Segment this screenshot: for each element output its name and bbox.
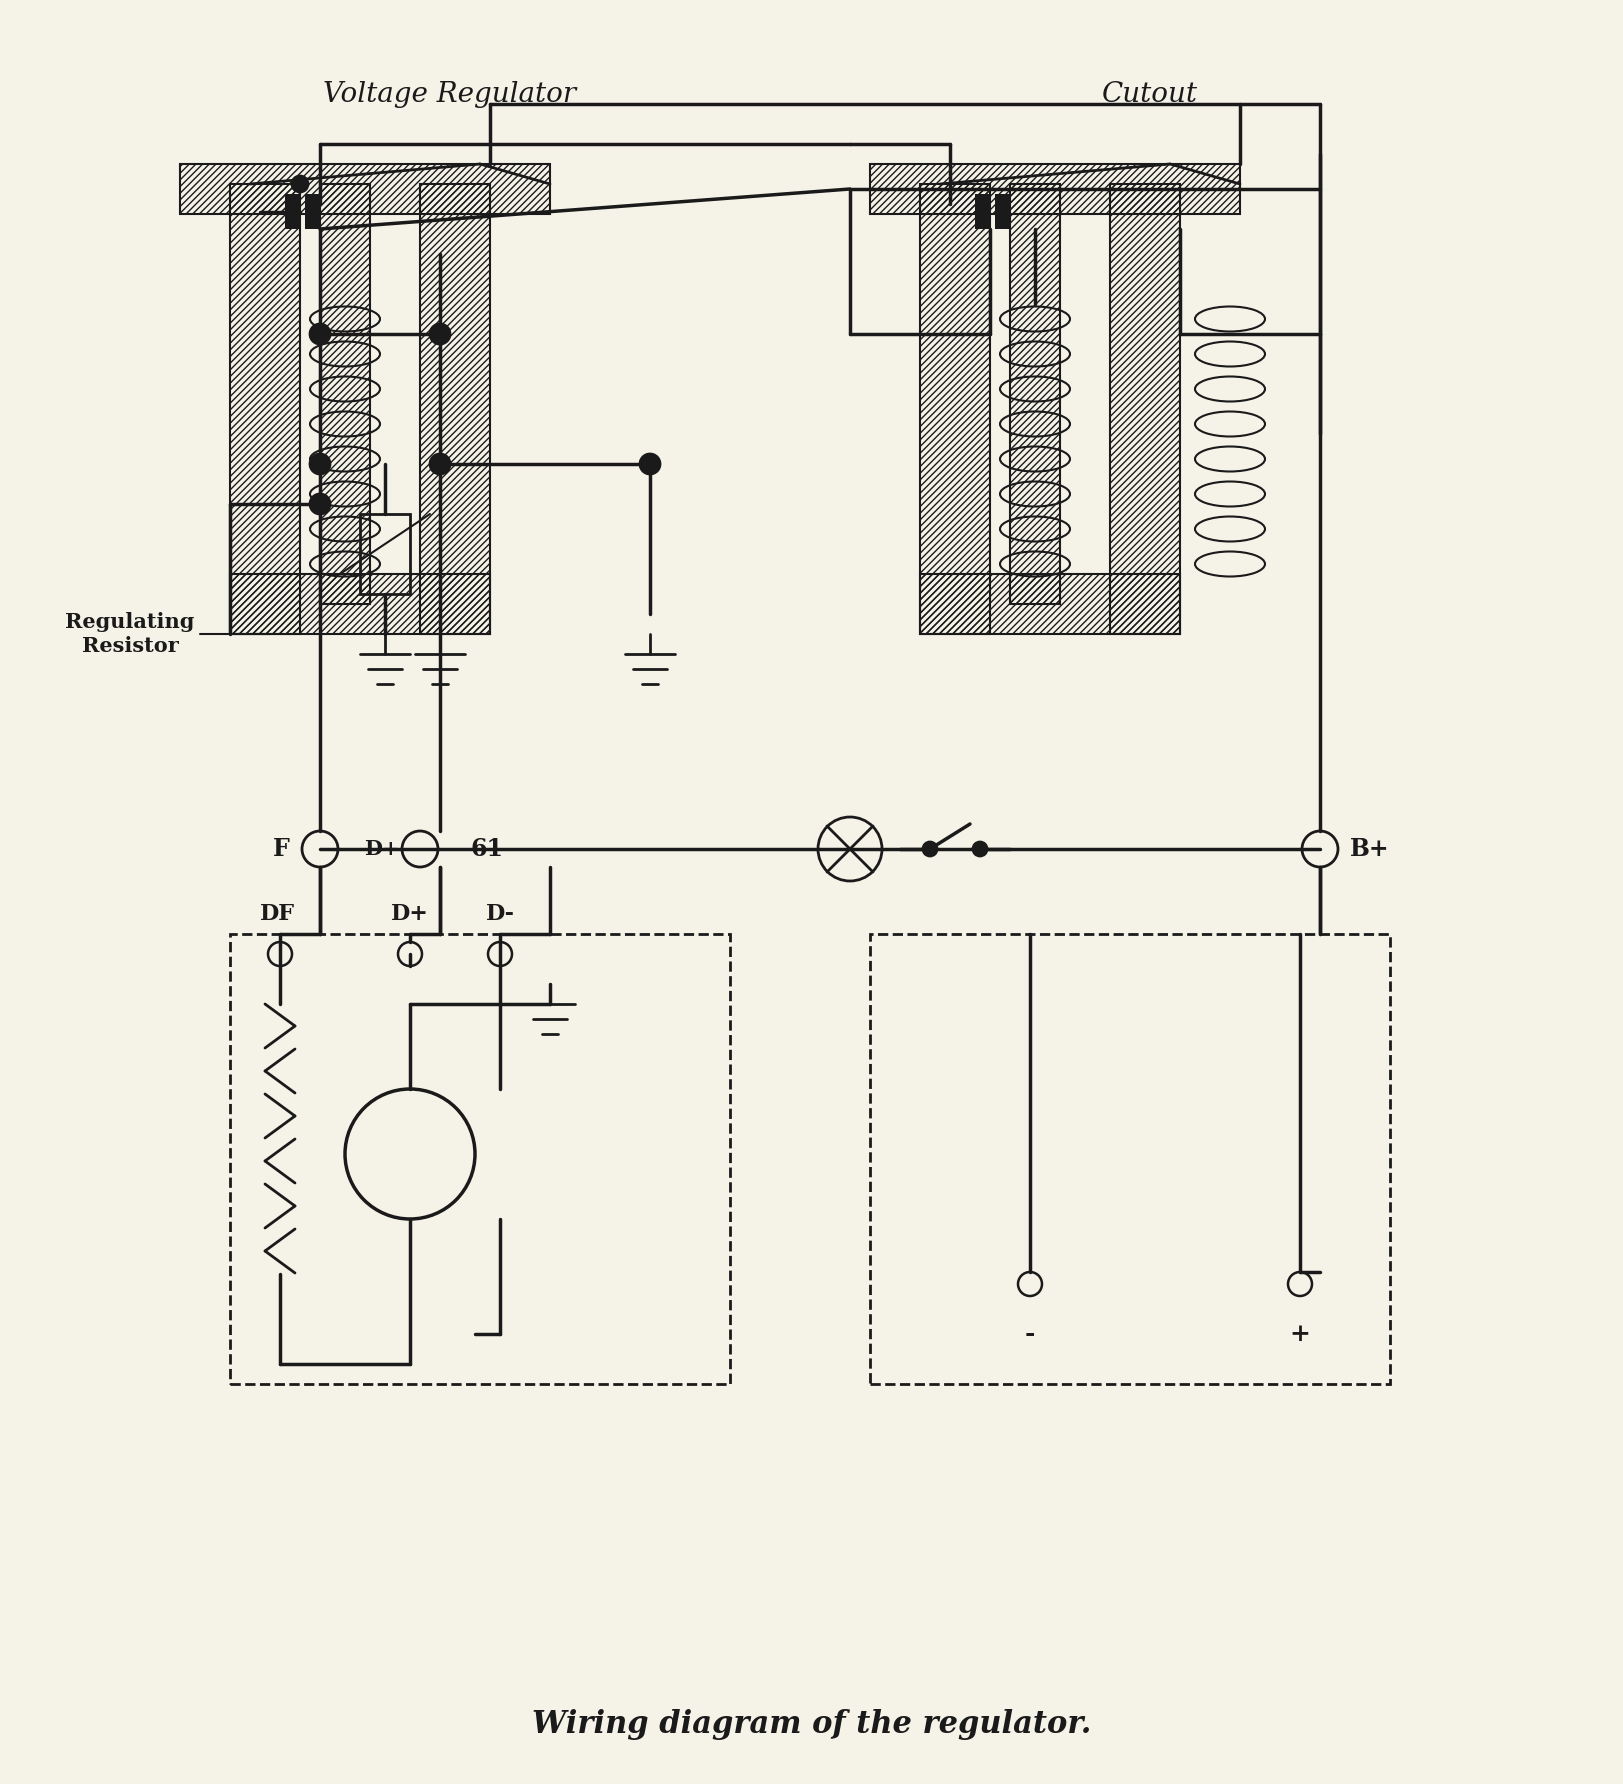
Text: Voltage Regulator: Voltage Regulator xyxy=(323,80,576,107)
Text: D+: D+ xyxy=(364,838,399,860)
Bar xyxy=(1010,184,1060,605)
Bar xyxy=(284,194,300,228)
Text: 61: 61 xyxy=(469,837,503,862)
Circle shape xyxy=(310,453,329,475)
Bar xyxy=(974,194,990,228)
Text: Cutout: Cutout xyxy=(1102,80,1198,107)
Text: +: + xyxy=(1289,1322,1310,1345)
Text: -: - xyxy=(1024,1322,1034,1345)
Text: D+: D+ xyxy=(391,903,428,924)
Circle shape xyxy=(310,494,329,514)
Circle shape xyxy=(972,842,987,856)
Bar xyxy=(870,164,1240,214)
Bar xyxy=(320,184,370,605)
Bar xyxy=(920,184,990,633)
Circle shape xyxy=(292,177,308,193)
Bar xyxy=(870,935,1389,1384)
Text: D-: D- xyxy=(485,903,514,924)
Bar xyxy=(920,574,1180,633)
Circle shape xyxy=(430,325,450,344)
Bar xyxy=(230,935,730,1384)
Circle shape xyxy=(922,842,936,856)
Bar xyxy=(420,184,490,633)
Bar xyxy=(360,514,409,594)
Text: DF: DF xyxy=(260,903,295,924)
Circle shape xyxy=(639,453,659,475)
Bar xyxy=(180,164,550,214)
Bar xyxy=(305,194,320,228)
Text: B+: B+ xyxy=(1349,837,1389,862)
Text: Wiring diagram of the regulator.: Wiring diagram of the regulator. xyxy=(532,1709,1091,1739)
Bar xyxy=(230,574,490,633)
Text: Regulating
Resistor: Regulating Resistor xyxy=(65,612,195,655)
Text: F: F xyxy=(273,837,291,862)
Bar xyxy=(230,184,300,633)
Bar xyxy=(1109,184,1180,633)
Circle shape xyxy=(310,325,329,344)
Circle shape xyxy=(430,453,450,475)
Bar xyxy=(995,194,1010,228)
